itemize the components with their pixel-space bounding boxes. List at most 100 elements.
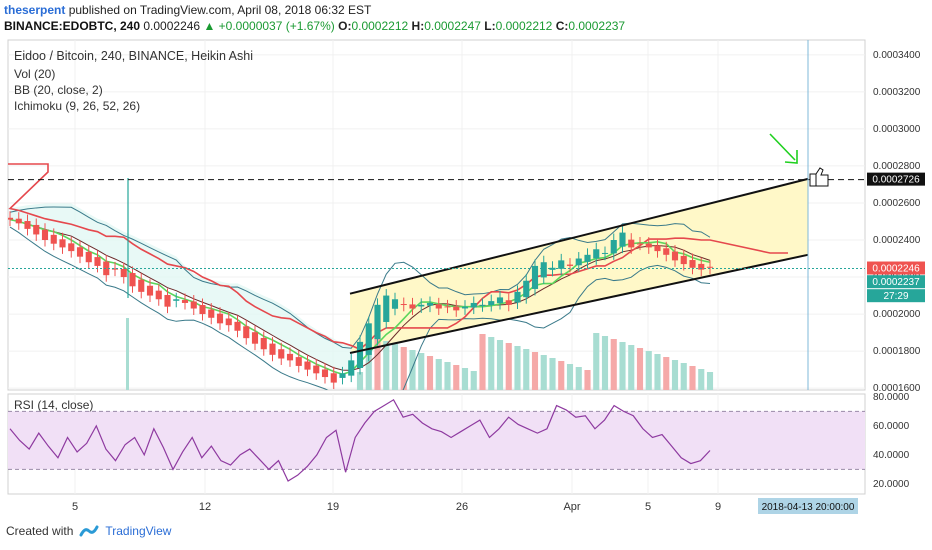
- rsi-line: [9, 398, 711, 482]
- candle-body: [321, 369, 329, 378]
- volume-bar: [479, 334, 486, 390]
- candle-body: [479, 304, 486, 306]
- low-value: 0.0002212: [495, 19, 553, 33]
- candle-body: [601, 252, 609, 254]
- created-with-label: Created with: [6, 524, 74, 538]
- volume-bars: [126, 318, 714, 390]
- time-tick-label: 12: [199, 501, 211, 513]
- publish-line: theserpent published on TradingView.com,…: [4, 2, 924, 18]
- time-tick-label: 5: [645, 501, 651, 513]
- candle-body: [146, 285, 154, 296]
- candle-body: [409, 304, 416, 309]
- legend-vol[interactable]: Vol (20): [14, 67, 55, 81]
- candle-body: [654, 245, 661, 252]
- candle-body: [85, 251, 92, 263]
- candle-body: [391, 299, 399, 309]
- candle-body: [540, 262, 547, 278]
- candle-body: [181, 300, 189, 303]
- close-label: C:: [555, 19, 569, 33]
- volume-bar: [505, 343, 512, 390]
- candle-body: [8, 217, 14, 220]
- volume-bar: [531, 352, 539, 390]
- channel-lower-line[interactable]: [349, 253, 809, 354]
- candle-body: [610, 240, 617, 254]
- time-tick-label: 9: [715, 501, 721, 513]
- volume-bar: [680, 363, 687, 390]
- author-link[interactable]: theserpent: [4, 3, 66, 17]
- price-tick-label: 0.0003400: [873, 50, 921, 61]
- rsi-band: [8, 411, 865, 470]
- trading-chart[interactable]: 0.0003400 0.0003200 0.0003000 0.0002800 0.00…: [0, 38, 932, 518]
- tradingview-brand[interactable]: TradingView: [105, 524, 172, 538]
- price-tick-label: 0.0003200: [873, 87, 921, 98]
- cursor-date-label: 2018-04-13 20:00:00: [762, 502, 855, 513]
- volume-bar: [400, 347, 407, 390]
- price-marker-label: 0.0002726: [872, 175, 920, 186]
- chart-title: Eidoo / Bitcoin, 240, BINANCE, Heikin As…: [14, 49, 253, 63]
- candle-body: [33, 224, 40, 235]
- volume-bar: [514, 346, 521, 390]
- price-tick-label: 0.0002800: [873, 161, 921, 172]
- candle-body: [94, 257, 101, 266]
- low-label: L:: [484, 19, 496, 33]
- candle-body: [453, 306, 460, 311]
- volume-bar: [619, 342, 626, 390]
- candle-body: [575, 258, 582, 266]
- candle-body: [374, 304, 381, 340]
- candle-body: [190, 301, 197, 309]
- volume-bar: [558, 361, 565, 390]
- candle-body: [619, 232, 626, 247]
- candle-body: [418, 304, 425, 307]
- candle-body: [584, 254, 591, 262]
- candle-body: [663, 248, 670, 255]
- candle-body: [199, 305, 206, 315]
- price-marker: [867, 289, 925, 303]
- candle-body: [628, 239, 635, 248]
- legend-bb[interactable]: BB (20, close, 2): [14, 83, 103, 97]
- volume-bar: [610, 339, 617, 390]
- ichimoku-cloud-left: [10, 203, 352, 371]
- candle-body: [426, 302, 434, 306]
- price-axis[interactable]: 0.0003400 0.0003200 0.0003000 0.0002800 0.00…: [873, 50, 921, 394]
- candle-body: [243, 326, 250, 339]
- volume-bar: [689, 366, 696, 390]
- time-tick-label: 5: [72, 501, 78, 513]
- kijun-line: [8, 163, 788, 351]
- candle-body: [129, 273, 136, 287]
- channel-upper-line[interactable]: [349, 177, 809, 295]
- candle-body: [636, 243, 644, 245]
- candle-body: [313, 365, 320, 374]
- legend-ichimoku[interactable]: Ichimoku (9, 26, 52, 26): [14, 99, 140, 113]
- symbol-label: BINANCE:EDOBTC, 240: [4, 19, 141, 33]
- open-label: O:: [338, 19, 352, 33]
- candle-body: [645, 243, 652, 248]
- rsi-axis[interactable]: 80.0000 60.0000 40.0000 20.0000: [873, 392, 910, 490]
- volume-bar: [698, 369, 705, 390]
- rsi-tick-label: 60.0000: [873, 421, 910, 432]
- price-marker: [867, 172, 925, 186]
- price-tick-label: 0.0002000: [873, 309, 921, 320]
- volume-bar: [496, 340, 504, 390]
- last-price: 0.0002246: [143, 19, 201, 33]
- candle-body: [103, 261, 110, 276]
- rsi-tick-label: 40.0000: [873, 450, 910, 461]
- candle-body: [15, 218, 22, 224]
- volume-bar: [126, 318, 129, 390]
- volume-bar: [654, 354, 661, 390]
- time-axis[interactable]: 5 12 19 26 Apr 5 9: [72, 501, 721, 513]
- volume-bar: [426, 356, 434, 390]
- candle-body: [348, 360, 355, 376]
- candles: [8, 178, 714, 390]
- candle-body: [225, 318, 232, 326]
- price-tick-label: 0.0001800: [873, 346, 921, 357]
- legend-rsi[interactable]: RSI (14, close): [14, 398, 93, 412]
- volume-bar: [444, 362, 451, 390]
- candle-body: [234, 321, 241, 331]
- high-label: H:: [411, 19, 425, 33]
- volume-bar: [383, 341, 390, 390]
- volume-bar: [523, 349, 530, 390]
- time-tick-label: Apr: [563, 501, 580, 513]
- candle-body: [76, 247, 84, 257]
- price-tick-label: 0.0003000: [873, 124, 921, 135]
- price-tick-label: 0.0001600: [873, 383, 921, 394]
